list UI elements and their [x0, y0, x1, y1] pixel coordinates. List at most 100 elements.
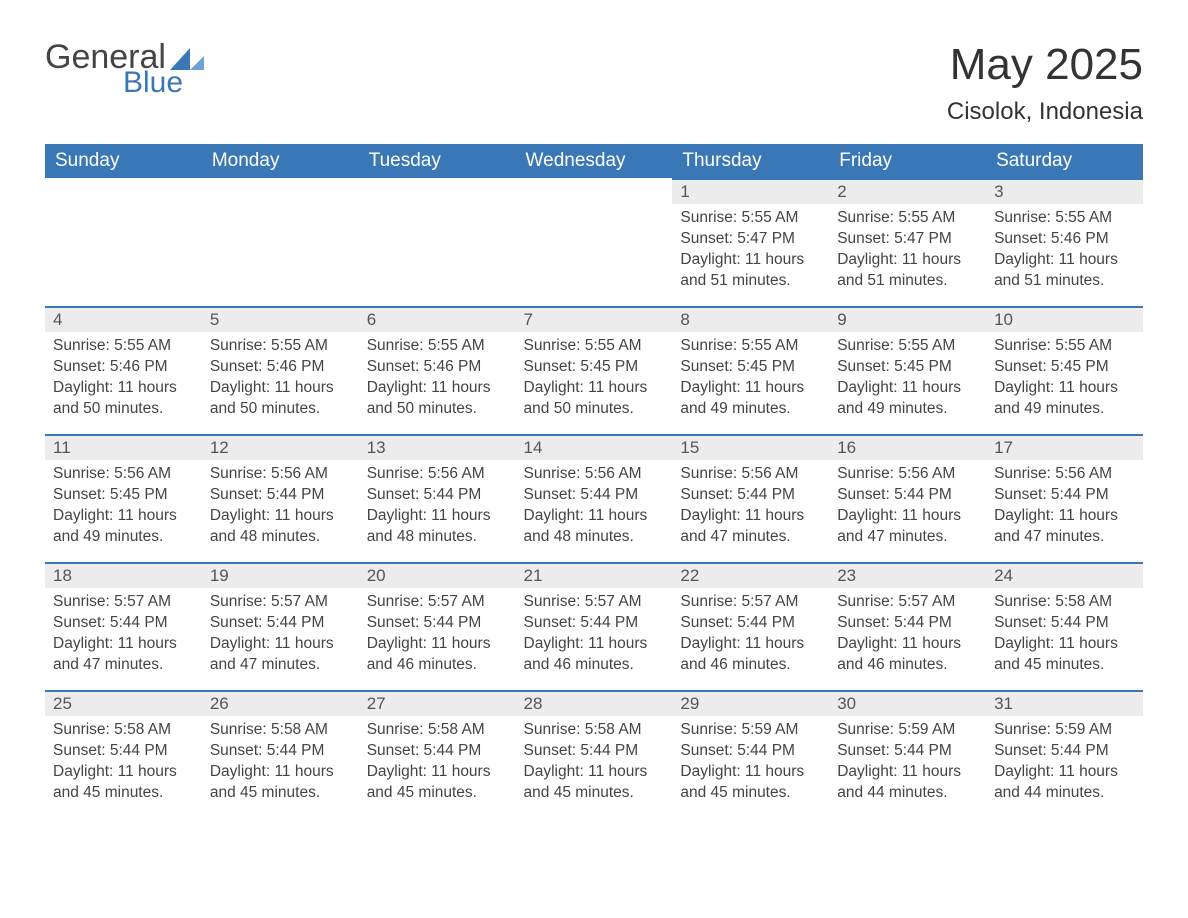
day-number: 2: [829, 178, 986, 204]
daylight-line: Daylight: 11 hours and 45 minutes.: [524, 762, 665, 804]
day-number: 22: [672, 562, 829, 588]
sunrise-line: Sunrise: 5:55 AM: [210, 336, 351, 357]
day-header: Monday: [202, 144, 359, 178]
day-number: 14: [516, 434, 673, 460]
sunset-line: Sunset: 5:44 PM: [210, 485, 351, 506]
sunrise-line: Sunrise: 5:57 AM: [367, 592, 508, 613]
sunrise-line: Sunrise: 5:58 AM: [994, 592, 1135, 613]
sunrise-line: Sunrise: 5:56 AM: [680, 464, 821, 485]
day-number: 27: [359, 690, 516, 716]
calendar-day-cell: 28Sunrise: 5:58 AMSunset: 5:44 PMDayligh…: [516, 690, 673, 818]
sunrise-line: Sunrise: 5:55 AM: [994, 336, 1135, 357]
day-number: 3: [986, 178, 1143, 204]
daylight-line: Daylight: 11 hours and 49 minutes.: [994, 378, 1135, 420]
sunset-line: Sunset: 5:44 PM: [837, 485, 978, 506]
day-header: Wednesday: [516, 144, 673, 178]
sunset-line: Sunset: 5:45 PM: [524, 357, 665, 378]
day-number: 25: [45, 690, 202, 716]
sunset-line: Sunset: 5:46 PM: [367, 357, 508, 378]
calendar-day-cell: 10Sunrise: 5:55 AMSunset: 5:45 PMDayligh…: [986, 306, 1143, 434]
sunrise-line: Sunrise: 5:57 AM: [837, 592, 978, 613]
sunrise-line: Sunrise: 5:58 AM: [524, 720, 665, 741]
sunset-line: Sunset: 5:44 PM: [837, 741, 978, 762]
daylight-line: Daylight: 11 hours and 44 minutes.: [994, 762, 1135, 804]
day-number: 29: [672, 690, 829, 716]
daylight-line: Daylight: 11 hours and 48 minutes.: [367, 506, 508, 548]
daylight-line: Daylight: 11 hours and 48 minutes.: [524, 506, 665, 548]
sunrise-line: Sunrise: 5:58 AM: [367, 720, 508, 741]
daylight-line: Daylight: 11 hours and 47 minutes.: [680, 506, 821, 548]
day-number: 21: [516, 562, 673, 588]
calendar-day-cell: 24Sunrise: 5:58 AMSunset: 5:44 PMDayligh…: [986, 562, 1143, 690]
day-details: Sunrise: 5:55 AMSunset: 5:45 PMDaylight:…: [986, 332, 1143, 428]
day-details: Sunrise: 5:56 AMSunset: 5:44 PMDaylight:…: [672, 460, 829, 556]
calendar-day-cell: 8Sunrise: 5:55 AMSunset: 5:45 PMDaylight…: [672, 306, 829, 434]
location-text: Cisolok, Indonesia: [947, 98, 1143, 126]
day-details: Sunrise: 5:58 AMSunset: 5:44 PMDaylight:…: [45, 716, 202, 812]
sunset-line: Sunset: 5:44 PM: [210, 741, 351, 762]
day-header: Sunday: [45, 144, 202, 178]
calendar-day-cell: 25Sunrise: 5:58 AMSunset: 5:44 PMDayligh…: [45, 690, 202, 818]
day-details: Sunrise: 5:57 AMSunset: 5:44 PMDaylight:…: [516, 588, 673, 684]
calendar-day-cell: 19Sunrise: 5:57 AMSunset: 5:44 PMDayligh…: [202, 562, 359, 690]
day-details: Sunrise: 5:55 AMSunset: 5:45 PMDaylight:…: [829, 332, 986, 428]
sunset-line: Sunset: 5:47 PM: [680, 229, 821, 250]
daylight-line: Daylight: 11 hours and 51 minutes.: [837, 250, 978, 292]
logo: General Blue: [45, 40, 204, 98]
sunset-line: Sunset: 5:45 PM: [53, 485, 194, 506]
calendar-day-cell: 26Sunrise: 5:58 AMSunset: 5:44 PMDayligh…: [202, 690, 359, 818]
sunrise-line: Sunrise: 5:58 AM: [210, 720, 351, 741]
daylight-line: Daylight: 11 hours and 51 minutes.: [994, 250, 1135, 292]
day-number: 11: [45, 434, 202, 460]
calendar-day-cell: 9Sunrise: 5:55 AMSunset: 5:45 PMDaylight…: [829, 306, 986, 434]
day-number: 16: [829, 434, 986, 460]
day-details: Sunrise: 5:58 AMSunset: 5:44 PMDaylight:…: [516, 716, 673, 812]
day-number: 20: [359, 562, 516, 588]
daylight-line: Daylight: 11 hours and 45 minutes.: [994, 634, 1135, 676]
daylight-line: Daylight: 11 hours and 49 minutes.: [680, 378, 821, 420]
calendar-table: SundayMondayTuesdayWednesdayThursdayFrid…: [45, 144, 1143, 818]
sunset-line: Sunset: 5:44 PM: [680, 485, 821, 506]
day-number: 10: [986, 306, 1143, 332]
day-details: Sunrise: 5:55 AMSunset: 5:46 PMDaylight:…: [359, 332, 516, 428]
day-number: 9: [829, 306, 986, 332]
calendar-day-cell: 7Sunrise: 5:55 AMSunset: 5:45 PMDaylight…: [516, 306, 673, 434]
sunrise-line: Sunrise: 5:56 AM: [837, 464, 978, 485]
sunrise-line: Sunrise: 5:55 AM: [367, 336, 508, 357]
calendar-day-cell: 30Sunrise: 5:59 AMSunset: 5:44 PMDayligh…: [829, 690, 986, 818]
day-details: Sunrise: 5:57 AMSunset: 5:44 PMDaylight:…: [829, 588, 986, 684]
calendar-week-row: 1Sunrise: 5:55 AMSunset: 5:47 PMDaylight…: [45, 178, 1143, 306]
daylight-line: Daylight: 11 hours and 45 minutes.: [367, 762, 508, 804]
sunrise-line: Sunrise: 5:58 AM: [53, 720, 194, 741]
daylight-line: Daylight: 11 hours and 47 minutes.: [210, 634, 351, 676]
calendar-week-row: 18Sunrise: 5:57 AMSunset: 5:44 PMDayligh…: [45, 562, 1143, 690]
sunrise-line: Sunrise: 5:56 AM: [367, 464, 508, 485]
sunrise-line: Sunrise: 5:55 AM: [53, 336, 194, 357]
day-details: Sunrise: 5:57 AMSunset: 5:44 PMDaylight:…: [202, 588, 359, 684]
day-number: 17: [986, 434, 1143, 460]
calendar-day-cell: 3Sunrise: 5:55 AMSunset: 5:46 PMDaylight…: [986, 178, 1143, 306]
day-number: 26: [202, 690, 359, 716]
calendar-day-cell: 4Sunrise: 5:55 AMSunset: 5:46 PMDaylight…: [45, 306, 202, 434]
calendar-day-cell: 6Sunrise: 5:55 AMSunset: 5:46 PMDaylight…: [359, 306, 516, 434]
calendar-day-cell: 23Sunrise: 5:57 AMSunset: 5:44 PMDayligh…: [829, 562, 986, 690]
calendar-day-cell: 18Sunrise: 5:57 AMSunset: 5:44 PMDayligh…: [45, 562, 202, 690]
day-details: Sunrise: 5:59 AMSunset: 5:44 PMDaylight:…: [829, 716, 986, 812]
sunrise-line: Sunrise: 5:55 AM: [837, 208, 978, 229]
sunrise-line: Sunrise: 5:57 AM: [524, 592, 665, 613]
title-block: May 2025 Cisolok, Indonesia: [947, 40, 1143, 126]
calendar-day-cell: [516, 178, 673, 306]
calendar-day-cell: 21Sunrise: 5:57 AMSunset: 5:44 PMDayligh…: [516, 562, 673, 690]
daylight-line: Daylight: 11 hours and 49 minutes.: [837, 378, 978, 420]
day-details: Sunrise: 5:59 AMSunset: 5:44 PMDaylight:…: [986, 716, 1143, 812]
sunrise-line: Sunrise: 5:55 AM: [680, 208, 821, 229]
day-number: 23: [829, 562, 986, 588]
sunrise-line: Sunrise: 5:55 AM: [680, 336, 821, 357]
sunset-line: Sunset: 5:44 PM: [680, 613, 821, 634]
sunset-line: Sunset: 5:44 PM: [524, 485, 665, 506]
sunset-line: Sunset: 5:46 PM: [210, 357, 351, 378]
sunrise-line: Sunrise: 5:59 AM: [994, 720, 1135, 741]
calendar-day-cell: 22Sunrise: 5:57 AMSunset: 5:44 PMDayligh…: [672, 562, 829, 690]
daylight-line: Daylight: 11 hours and 48 minutes.: [210, 506, 351, 548]
sunset-line: Sunset: 5:44 PM: [994, 613, 1135, 634]
